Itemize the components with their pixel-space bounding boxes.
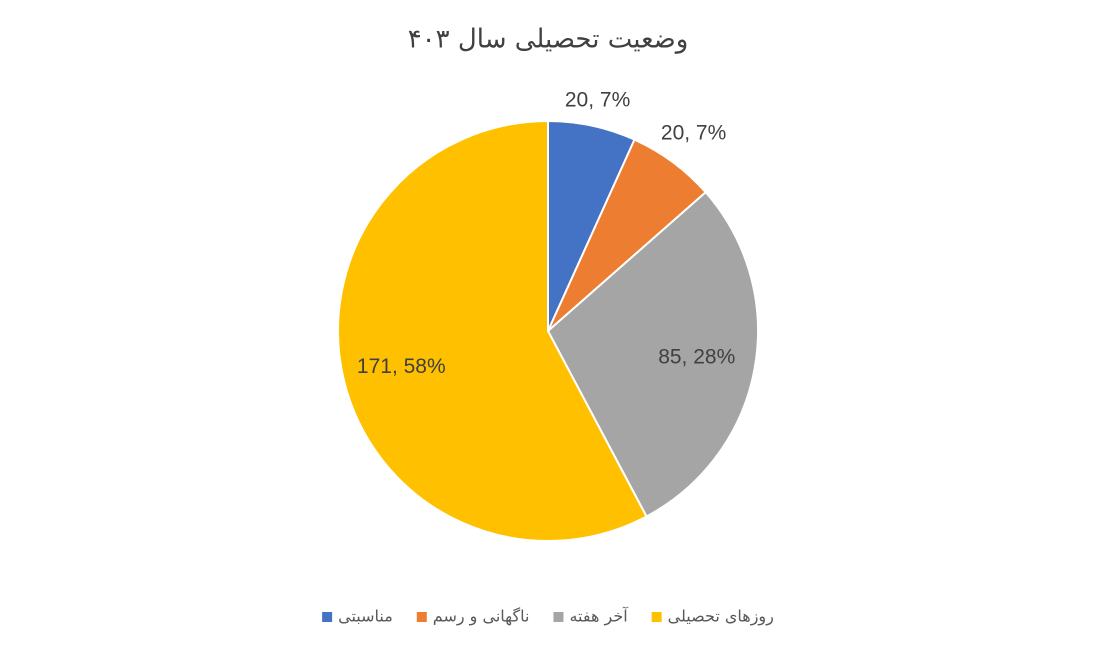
data-label: 20, 7% [565,89,630,112]
legend-swatch [416,612,427,622]
legend-label: روزهای تحصیلی [668,607,774,627]
pie-slice [546,190,759,518]
legend-label: آخر هفته [569,607,629,627]
legend-swatch [322,612,333,622]
data-label: 85, 28% [658,346,735,369]
legend-swatch [651,612,662,622]
legend-label: مناسبتی [338,607,393,626]
pie-slice [337,119,648,542]
legend-label: ناگهانی و رسم [433,607,530,627]
data-label: 171, 58% [357,355,446,378]
chart-title: وضعیت تحصیلی سال ۴۰۳ [408,25,689,55]
legend-swatch [553,612,564,622]
data-label: 20, 7% [661,122,726,145]
legend: مناسبتی ناگهانی و رسم آخر هفته روزهای تحصیل… [322,607,774,627]
